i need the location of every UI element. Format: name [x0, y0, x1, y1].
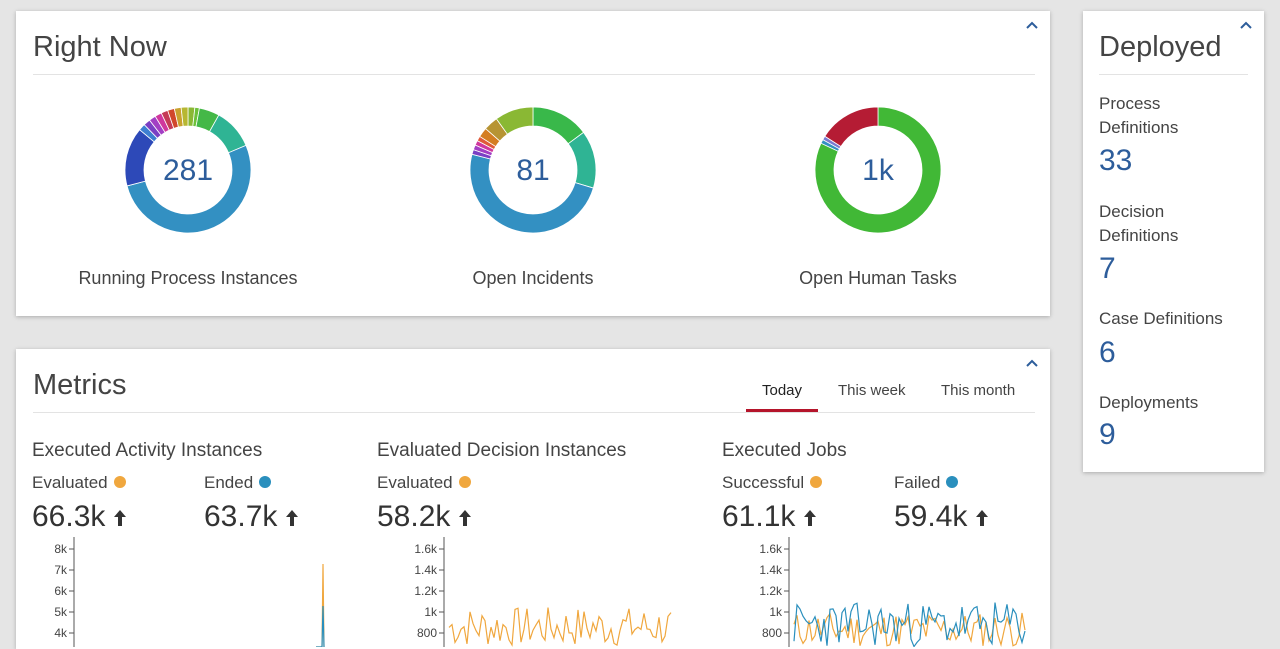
executed-jobs-chart[interactable]: 1.6k 1.4k 1.2k 1k 800 [706, 537, 1036, 647]
decision-evaluated-series-line[interactable] [448, 607, 672, 647]
open-incidents-label: Open Incidents [472, 268, 594, 288]
orange-dot-icon [810, 476, 823, 488]
right-now-title: Right Now [33, 31, 167, 63]
evaluated-decision-instances-chart[interactable]: 1.6k 1.4k 1.2k 1k 800 [361, 537, 691, 647]
orange-dot-icon [113, 476, 126, 488]
successful-count: 61.1k [722, 500, 796, 533]
open-incidents-count: 81 [516, 154, 550, 187]
open-incidents-donut[interactable] [468, 105, 598, 235]
ended-count: 63.7k [204, 500, 278, 533]
decision-definitions-count[interactable]: 7 [1099, 252, 1116, 285]
running-instances-donut[interactable] [123, 105, 253, 235]
y-tick-label: 1k [769, 605, 783, 619]
y-tick-label: 800 [762, 626, 782, 640]
ended-legend: Ended [204, 473, 272, 493]
deployed-title: Deployed [1099, 31, 1222, 63]
running-instances-count: 281 [162, 154, 214, 187]
failed-series-line[interactable] [793, 602, 1026, 647]
deployments-label[interactable]: Deployments [1099, 393, 1199, 412]
divider [33, 74, 1035, 75]
open-incidents-segment[interactable] [469, 153, 594, 234]
y-tick-label: 1k [424, 605, 438, 619]
deployed-card: Deployed Process Definitions 33 Decision… [1083, 11, 1264, 472]
y-tick-label: 8k [54, 542, 68, 556]
decision-evaluated-label: Evaluated [377, 473, 453, 492]
open-human-tasks-segment[interactable] [824, 106, 879, 147]
y-tick-label: 1.4k [759, 563, 783, 577]
arrow-up-icon [459, 510, 472, 526]
open-human-tasks-donut[interactable] [813, 105, 943, 235]
divider [33, 412, 1035, 413]
y-tick-label: 4k [54, 626, 68, 640]
orange-dot-icon [458, 476, 471, 488]
executed-jobs-title: Executed Jobs [722, 440, 847, 461]
open-incidents-segment[interactable] [495, 106, 534, 135]
successful-legend: Successful [722, 473, 823, 493]
case-definitions-count[interactable]: 6 [1099, 336, 1116, 369]
y-tick-label: 1.2k [759, 584, 783, 598]
running-instances-segment[interactable] [126, 144, 252, 234]
y-tick-label: 1.6k [414, 542, 438, 556]
blue-dot-icon [259, 476, 272, 488]
successful-label: Successful [722, 473, 805, 492]
process-definitions-count[interactable]: 33 [1099, 144, 1133, 177]
deployments-count[interactable]: 9 [1099, 418, 1116, 451]
executed-activity-instances-title: Executed Activity Instances [32, 440, 263, 461]
evaluated-value: 66.3k [32, 500, 127, 534]
chevron-up-icon[interactable] [1238, 19, 1254, 31]
evaluated-count: 66.3k [32, 500, 106, 533]
case-definitions-label[interactable]: Case Definitions [1099, 309, 1223, 328]
metrics-card: Metrics Today This week This month Execu… [16, 349, 1050, 649]
y-tick-label: 800 [417, 626, 437, 640]
open-human-tasks-count: 1k [862, 154, 894, 187]
decision-evaluated-count: 58.2k [377, 500, 451, 533]
chevron-up-icon[interactable] [1024, 19, 1040, 31]
process-definitions-label[interactable]: Process Definitions [1099, 94, 1179, 137]
arrow-up-icon [804, 510, 817, 526]
metrics-title: Metrics [33, 369, 127, 401]
active-tab-indicator [746, 409, 818, 412]
y-tick-label: 1.6k [759, 542, 783, 556]
decision-evaluated-legend: Evaluated [377, 473, 471, 493]
running-instances-segment[interactable] [180, 106, 189, 127]
failed-count: 59.4k [894, 500, 968, 533]
open-human-tasks-label: Open Human Tasks [799, 268, 957, 288]
right-now-card: Right Now 281 Running Process Instances … [16, 11, 1050, 316]
arrow-up-icon [286, 510, 299, 526]
y-tick-label: 6k [54, 584, 68, 598]
ended-value: 63.7k [204, 500, 299, 534]
tab-today[interactable]: Today [762, 382, 803, 399]
y-tick-label: 7k [54, 563, 68, 577]
evaluated-series-line[interactable] [316, 563, 325, 647]
y-tick-label: 1.2k [414, 584, 438, 598]
ended-series-line[interactable] [316, 605, 325, 647]
evaluated-decision-instances-title: Evaluated Decision Instances [377, 440, 627, 461]
blue-dot-icon [946, 476, 959, 488]
failed-label: Failed [894, 473, 941, 492]
failed-legend: Failed [894, 473, 959, 493]
running-instances-label: Running Process Instances [78, 268, 298, 288]
ended-label: Ended [204, 473, 254, 492]
y-tick-label: 5k [54, 605, 68, 619]
evaluated-label: Evaluated [32, 473, 108, 492]
y-tick-label: 1.4k [414, 563, 438, 577]
decision-definitions-label[interactable]: Decision Definitions [1099, 202, 1179, 245]
open-human-tasks-segment[interactable] [814, 106, 942, 234]
executed-activity-instances-chart[interactable]: 8k 7k 6k 5k 4k [16, 537, 346, 647]
decision-evaluated-value: 58.2k [377, 500, 472, 534]
tab-this-month[interactable]: This month [941, 382, 1016, 399]
evaluated-legend: Evaluated [32, 473, 126, 493]
divider [1099, 74, 1248, 75]
chevron-up-icon[interactable] [1024, 357, 1040, 369]
failed-value: 59.4k [894, 500, 989, 534]
arrow-up-icon [976, 510, 989, 526]
successful-value: 61.1k [722, 500, 817, 534]
arrow-up-icon [114, 510, 127, 526]
tab-this-week[interactable]: This week [838, 382, 906, 399]
